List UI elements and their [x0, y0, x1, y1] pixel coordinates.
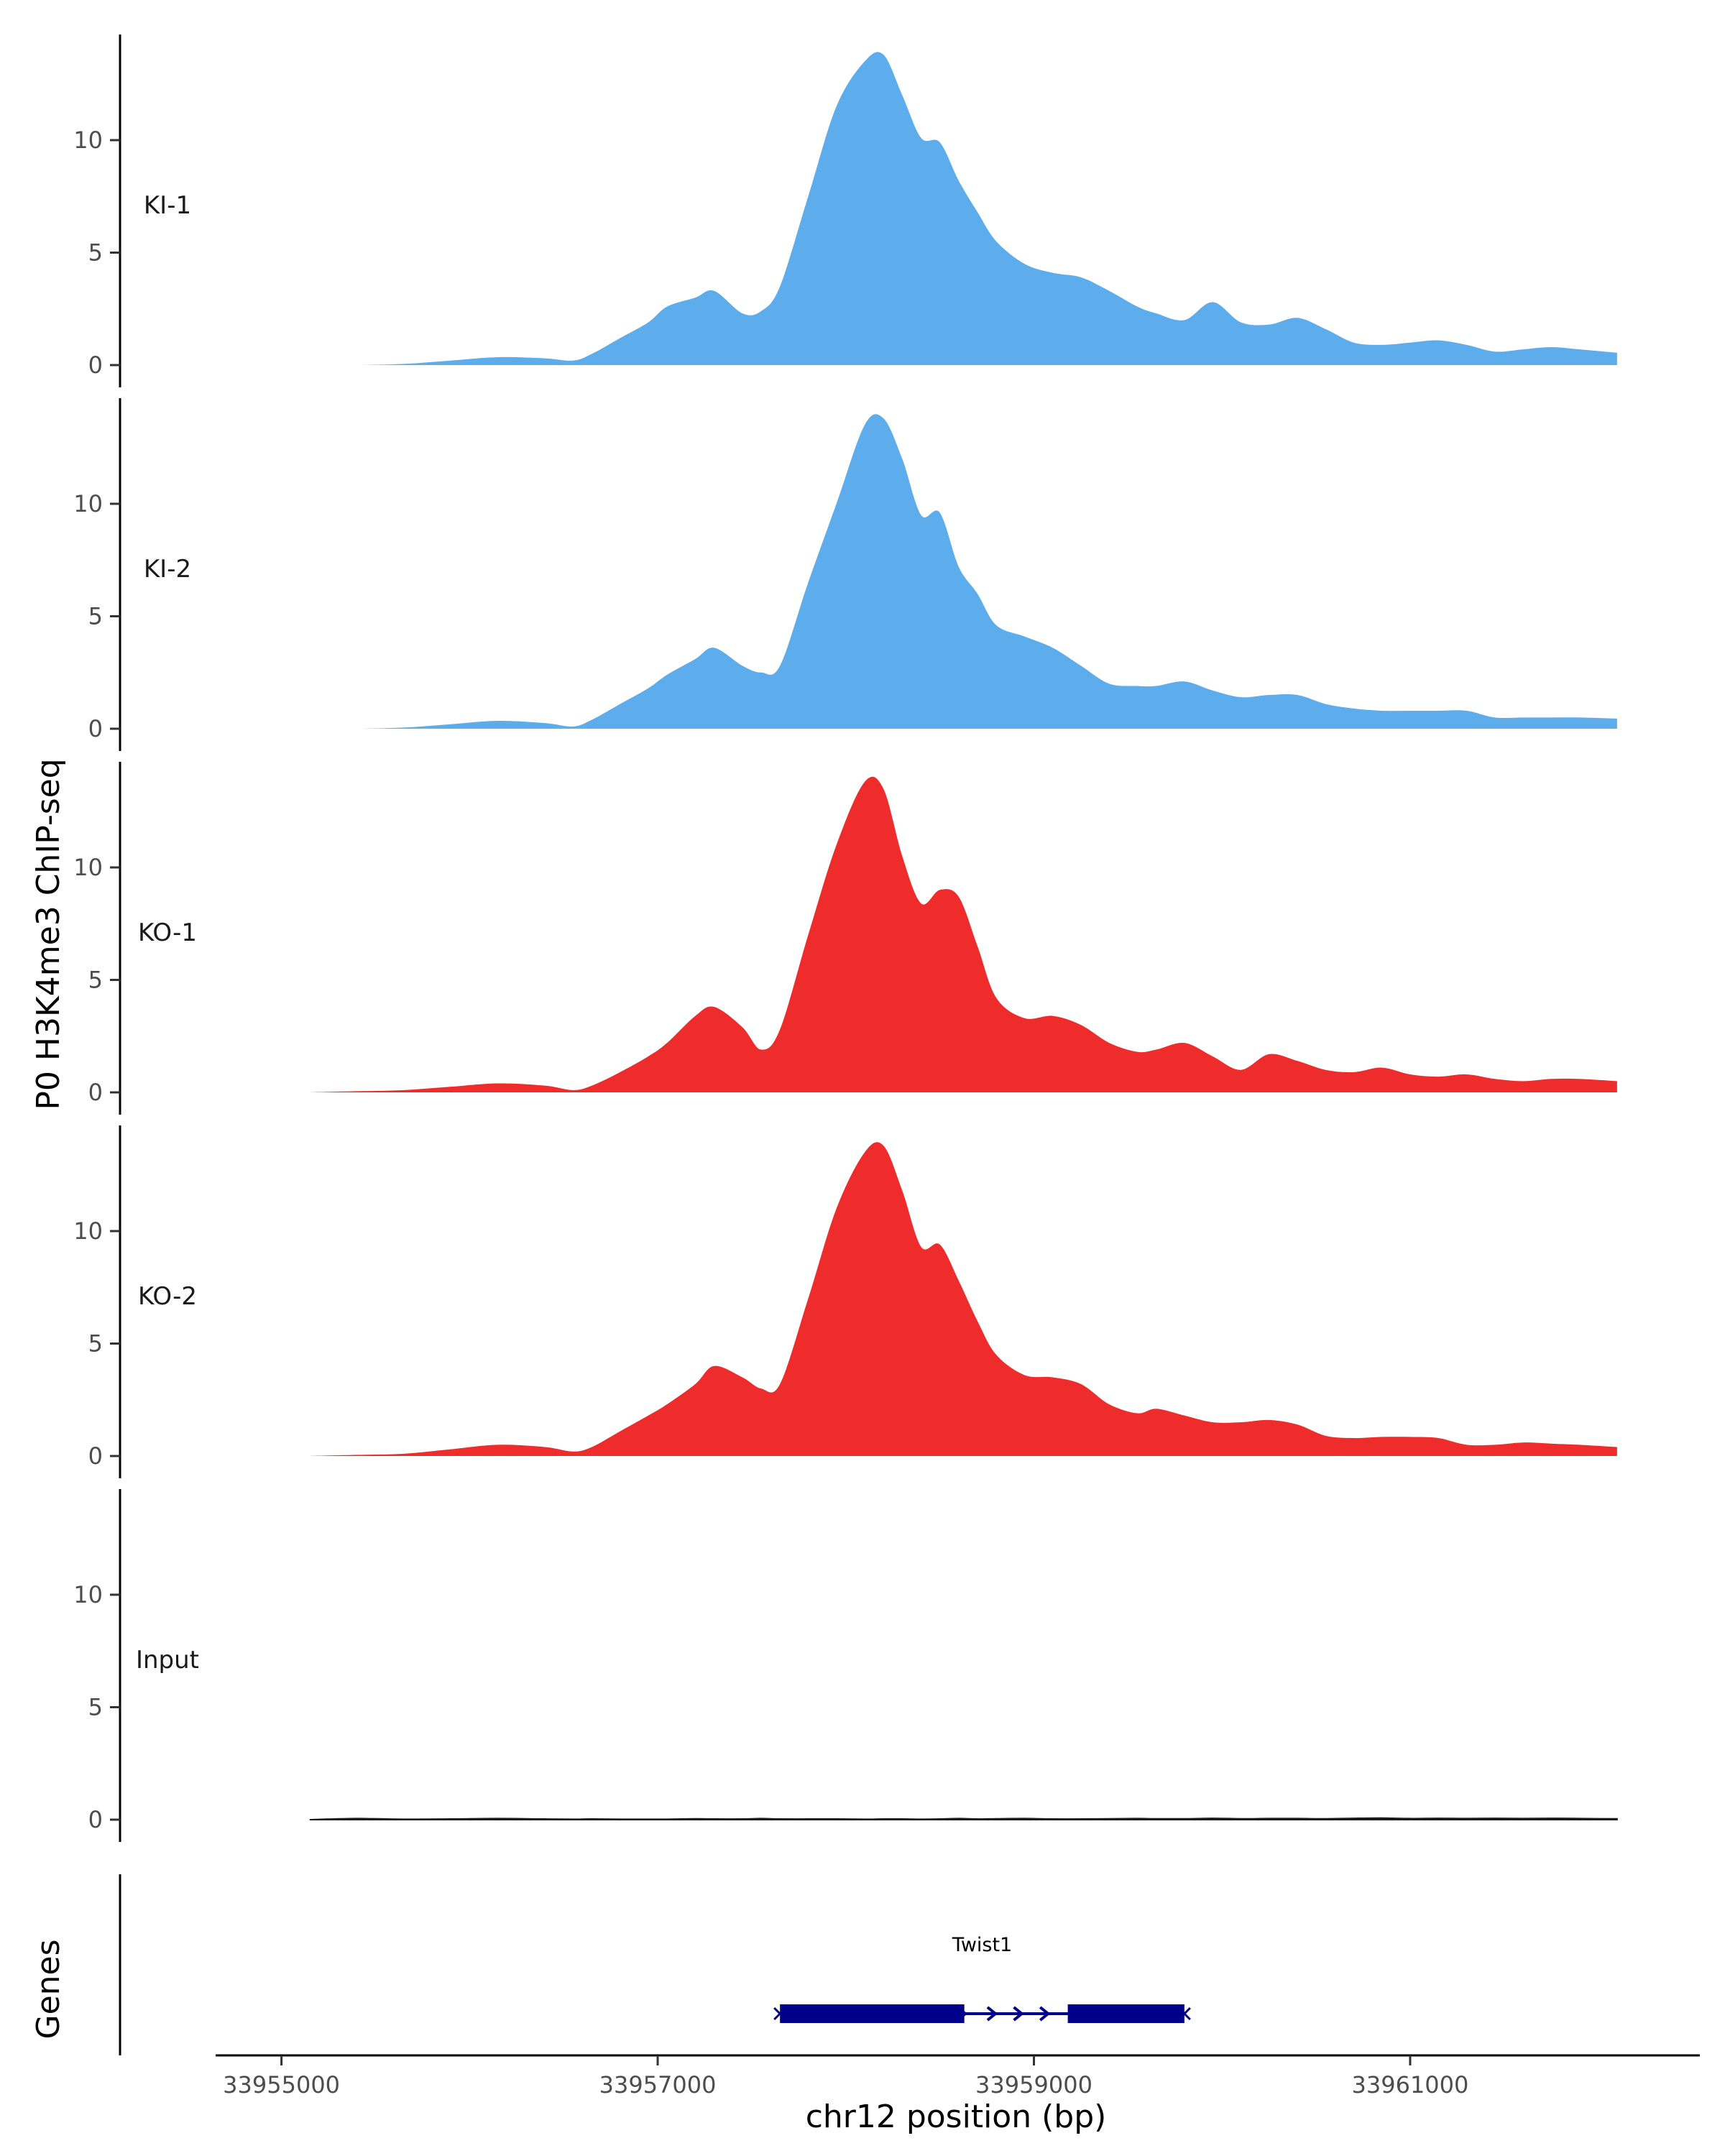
track-label-input: Input [136, 1646, 199, 1674]
coverage-area-ko-1 [309, 776, 1617, 1092]
gene-end-mark-1 [773, 2007, 787, 2021]
coverage-area-ki-2 [309, 414, 1617, 729]
gene-panel: Twist1 [119, 1874, 1191, 2055]
gene-label: Twist1 [952, 1934, 1012, 1956]
x-tick-label-33955000: 33955000 [223, 2071, 340, 2099]
y-tick-label-ki-2-5: 5 [88, 603, 103, 630]
y-tick-label-ko-1-10: 10 [73, 854, 103, 881]
y-axis-title: P0 H3K4me3 ChIP-seq [30, 758, 67, 1110]
y-tick-label-ko-1-5: 5 [88, 967, 103, 994]
track-label-ki-1: KI-1 [144, 191, 191, 220]
strand-arrow-4 [1039, 2006, 1051, 2022]
y-tick-label-input-5: 5 [88, 1694, 103, 1721]
y-tick-label-ko-2-0: 0 [88, 1442, 103, 1470]
x-axis-title: chr12 position (bp) [806, 2099, 1107, 2135]
tracks-group: 0 5 10 KI-1 0 5 10 KI-2 0 5 10 KO-1 0 5 10 KO-2 0 5 10 Inpu… [73, 34, 1618, 1842]
coverage-area-input [309, 1817, 1618, 1820]
x-tick-label-33961000: 33961000 [1352, 2071, 1469, 2099]
track-label-ko-1: KO-1 [138, 918, 197, 947]
track-ko-2: 0 5 10 KO-2 [73, 1125, 1617, 1478]
track-label-ki-2: KI-2 [144, 555, 191, 584]
track-ko-1: 0 5 10 KO-1 [73, 762, 1617, 1115]
coverage-area-ko-2 [309, 1142, 1617, 1456]
y-tick-label-input-0: 0 [88, 1806, 103, 1833]
strand-arrow-3 [1013, 2006, 1024, 2022]
genes-axis-title: Genes [30, 1939, 67, 2039]
track-input: 0 5 10 Input [73, 1489, 1618, 1842]
x-tick-label-33957000: 33957000 [599, 2071, 717, 2099]
y-tick-label-ko-2-10: 10 [73, 1217, 103, 1245]
strand-arrow-2 [986, 2006, 998, 2022]
gene-end-mark-2 [1177, 2007, 1191, 2021]
y-tick-label-ki-1-0: 0 [88, 351, 103, 379]
track-label-ko-2: KO-2 [138, 1282, 197, 1311]
y-tick-label-ki-2-10: 10 [73, 490, 103, 517]
y-tick-label-input-10: 10 [73, 1581, 103, 1608]
coverage-area-ki-1 [309, 52, 1617, 366]
x-axis: 33955000 33957000 33959000 33961000 [216, 2054, 1700, 2099]
y-tick-label-ki-1-5: 5 [88, 239, 103, 267]
y-tick-label-ko-2-5: 5 [88, 1330, 103, 1358]
track-ki-1: 0 5 10 KI-1 [73, 34, 1617, 387]
strand-arrow-1 [956, 2006, 968, 2022]
gene-exon-2 [1067, 2004, 1184, 2023]
track-ki-2: 0 5 10 KI-2 [73, 398, 1617, 751]
gene-exon-1 [780, 2004, 965, 2023]
y-tick-label-ko-1-0: 0 [88, 1079, 103, 1106]
y-tick-label-ki-1-10: 10 [73, 126, 103, 154]
x-tick-label-33959000: 33959000 [975, 2071, 1092, 2099]
y-tick-label-ki-2-0: 0 [88, 715, 103, 742]
